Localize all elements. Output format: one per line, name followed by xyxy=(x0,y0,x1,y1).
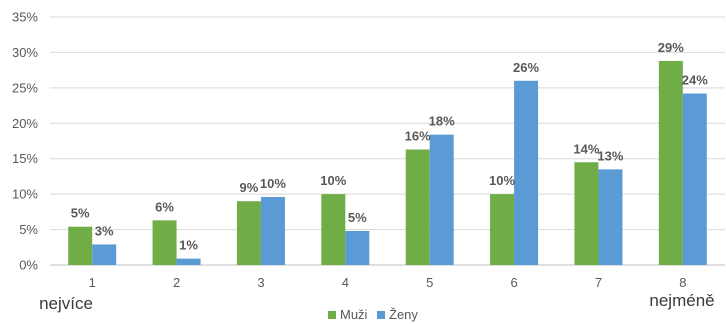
data-label-muzi-3: 9% xyxy=(240,180,259,195)
y-tick-label: 35% xyxy=(12,10,38,25)
bar-muzi-5 xyxy=(405,149,430,265)
bar-muzi-7 xyxy=(574,162,599,265)
bar-muzi-2 xyxy=(152,220,177,265)
data-label-muzi-1: 5% xyxy=(71,206,90,221)
data-label-muzi-4: 10% xyxy=(320,173,346,188)
bar-zeny-1 xyxy=(92,244,117,265)
y-tick-label: 10% xyxy=(12,187,38,202)
y-tick-label: 15% xyxy=(12,151,38,166)
data-label-muzi-2: 6% xyxy=(155,199,174,214)
x-tick-label: 2 xyxy=(173,275,180,290)
bar-muzi-3 xyxy=(236,201,261,265)
y-tick-label: 0% xyxy=(19,258,38,273)
gridlines xyxy=(50,16,725,266)
x-axis-ticks: 1 2 3 4 5 6 7 8 xyxy=(89,275,687,290)
bar-muzi-8 xyxy=(658,60,683,265)
x-tick-label: 1 xyxy=(89,275,96,290)
legend-label-muzi: Muži xyxy=(340,307,368,322)
data-label-zeny-8: 24% xyxy=(682,73,708,88)
x-tick-label: 3 xyxy=(257,275,264,290)
bar-zeny-6 xyxy=(514,80,539,266)
bar-zeny-2 xyxy=(176,258,201,265)
bar-zeny-4 xyxy=(345,230,370,265)
x-tick-label: 5 xyxy=(426,275,433,290)
data-label-zeny-7: 13% xyxy=(597,148,623,163)
bar-zeny-7 xyxy=(598,169,623,265)
bars xyxy=(68,60,707,266)
y-tick-label: 5% xyxy=(19,222,38,237)
data-labels: 5%3%6%1%9% 10% 10%5%16%18%10%26%14%13%29%2… xyxy=(71,40,708,253)
data-label-zeny-4: 5% xyxy=(348,210,367,225)
data-label-muzi-8: 29% xyxy=(658,40,684,55)
bar-zeny-8 xyxy=(682,93,707,265)
bar-muzi-6 xyxy=(490,194,515,265)
data-label-muzi-5: 16% xyxy=(405,129,431,144)
data-label-zeny-2: 1% xyxy=(179,238,198,253)
x-tick-label: 7 xyxy=(595,275,602,290)
legend: Muži Ženy xyxy=(328,307,418,322)
x-tick-label: 8 xyxy=(679,275,686,290)
data-label-zeny-5: 18% xyxy=(429,114,455,129)
bar-muzi-1 xyxy=(68,226,93,265)
legend-label-zeny: Ženy xyxy=(389,307,418,322)
x-tick-label: 6 xyxy=(510,275,517,290)
data-label-muzi-7: 14% xyxy=(573,141,599,156)
data-label-muzi-6: 10% xyxy=(489,173,515,188)
data-label-zeny-6: 26% xyxy=(513,60,539,75)
bar-zeny-5 xyxy=(429,134,454,265)
first-category-note: nejvíce xyxy=(39,294,93,313)
y-tick-label: 20% xyxy=(12,116,38,131)
legend-swatch-zeny xyxy=(377,311,385,319)
bar-zeny-3 xyxy=(260,196,285,265)
legend-swatch-muzi xyxy=(328,311,336,319)
y-axis-ticks: 0% 5% 10% 15% 20% 25% 30% 35% xyxy=(12,10,38,273)
bar-muzi-4 xyxy=(321,194,346,265)
data-label-zeny-1: 3% xyxy=(95,223,114,238)
x-tick-label: 4 xyxy=(342,275,349,290)
last-category-note: nejméně xyxy=(649,291,714,310)
y-tick-label: 25% xyxy=(12,80,38,95)
y-tick-label: 30% xyxy=(12,45,38,60)
data-label-zeny-3: 10% xyxy=(260,176,286,191)
